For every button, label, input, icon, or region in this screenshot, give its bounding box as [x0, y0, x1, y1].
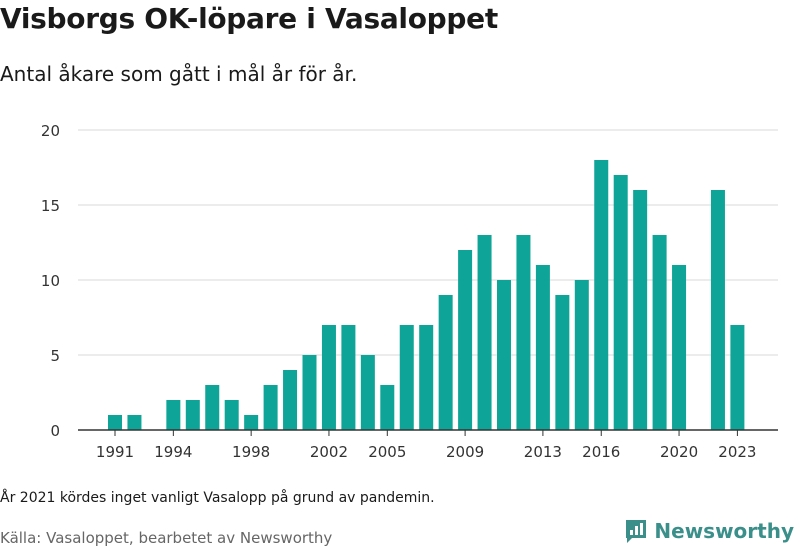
y-tick-label-20: 20	[41, 122, 60, 140]
x-tick-label-1991: 1991	[96, 443, 134, 461]
bar-chart: 0 5 10 15 20 1991 1994 1998 2002 2005 2009 2013 2016…	[41, 122, 778, 461]
x-tick-label-1998: 1998	[232, 443, 270, 461]
chart-subtitle: Antal åkare som gått i mål år för år.	[0, 62, 358, 86]
x-tick-label-2023: 2023	[718, 443, 756, 461]
bar-2001	[302, 355, 317, 430]
bar-2020	[672, 265, 687, 430]
bar-2011	[497, 280, 511, 430]
chart-title: Visborgs OK-löpare i Vasaloppet	[0, 2, 498, 35]
y-tick-label-5: 5	[50, 347, 60, 365]
bar-1996	[205, 385, 220, 430]
bar-2023	[730, 325, 745, 430]
bar-2013	[535, 265, 550, 430]
x-tick-label-2016: 2016	[582, 443, 620, 461]
bar-2000	[283, 370, 298, 430]
bar-1994	[166, 400, 181, 430]
x-tick-label-2013: 2013	[524, 443, 562, 461]
bar-2015	[574, 280, 589, 430]
bar-1995	[185, 400, 200, 430]
bar-1997	[224, 400, 239, 430]
bar-2022	[710, 190, 725, 430]
bar-2002	[321, 325, 336, 430]
bar-2006	[399, 325, 414, 430]
bar-2005	[380, 385, 395, 430]
bar-2003	[341, 325, 356, 430]
x-tick-label-2002: 2002	[310, 443, 348, 461]
y-tick-label-15: 15	[41, 197, 60, 215]
newsworthy-logo: Newsworthy	[624, 518, 794, 544]
newsworthy-logo-text: Newsworthy	[654, 519, 794, 543]
bar-2018	[633, 190, 648, 430]
bar-2010	[477, 235, 492, 430]
bar-2008	[438, 295, 453, 430]
y-tick-label-0: 0	[50, 422, 60, 440]
x-tick-label-2009: 2009	[446, 443, 484, 461]
x-tick-label-2020: 2020	[660, 443, 698, 461]
bar-2016	[594, 160, 609, 430]
bar-1999	[263, 385, 278, 430]
bar-2007	[419, 325, 434, 430]
source-text: Källa: Vasaloppet, bearbetet av Newswort…	[0, 529, 333, 547]
bar-2019	[652, 235, 667, 430]
bar-2017	[613, 175, 628, 430]
bar-1998	[244, 415, 259, 430]
chart-note: År 2021 kördes inget vanligt Vasalopp på…	[0, 490, 435, 506]
y-tick-label-10: 10	[41, 272, 60, 290]
bar-2014	[555, 295, 570, 430]
newsworthy-logo-icon	[626, 520, 647, 543]
x-tick-label-1994: 1994	[154, 443, 192, 461]
x-tick-label-2005: 2005	[368, 443, 406, 461]
bar-1992	[127, 415, 142, 430]
bar-2012	[516, 235, 531, 430]
bar-2004	[360, 355, 375, 430]
bar-2009	[458, 250, 473, 430]
bar-1991	[108, 415, 122, 430]
